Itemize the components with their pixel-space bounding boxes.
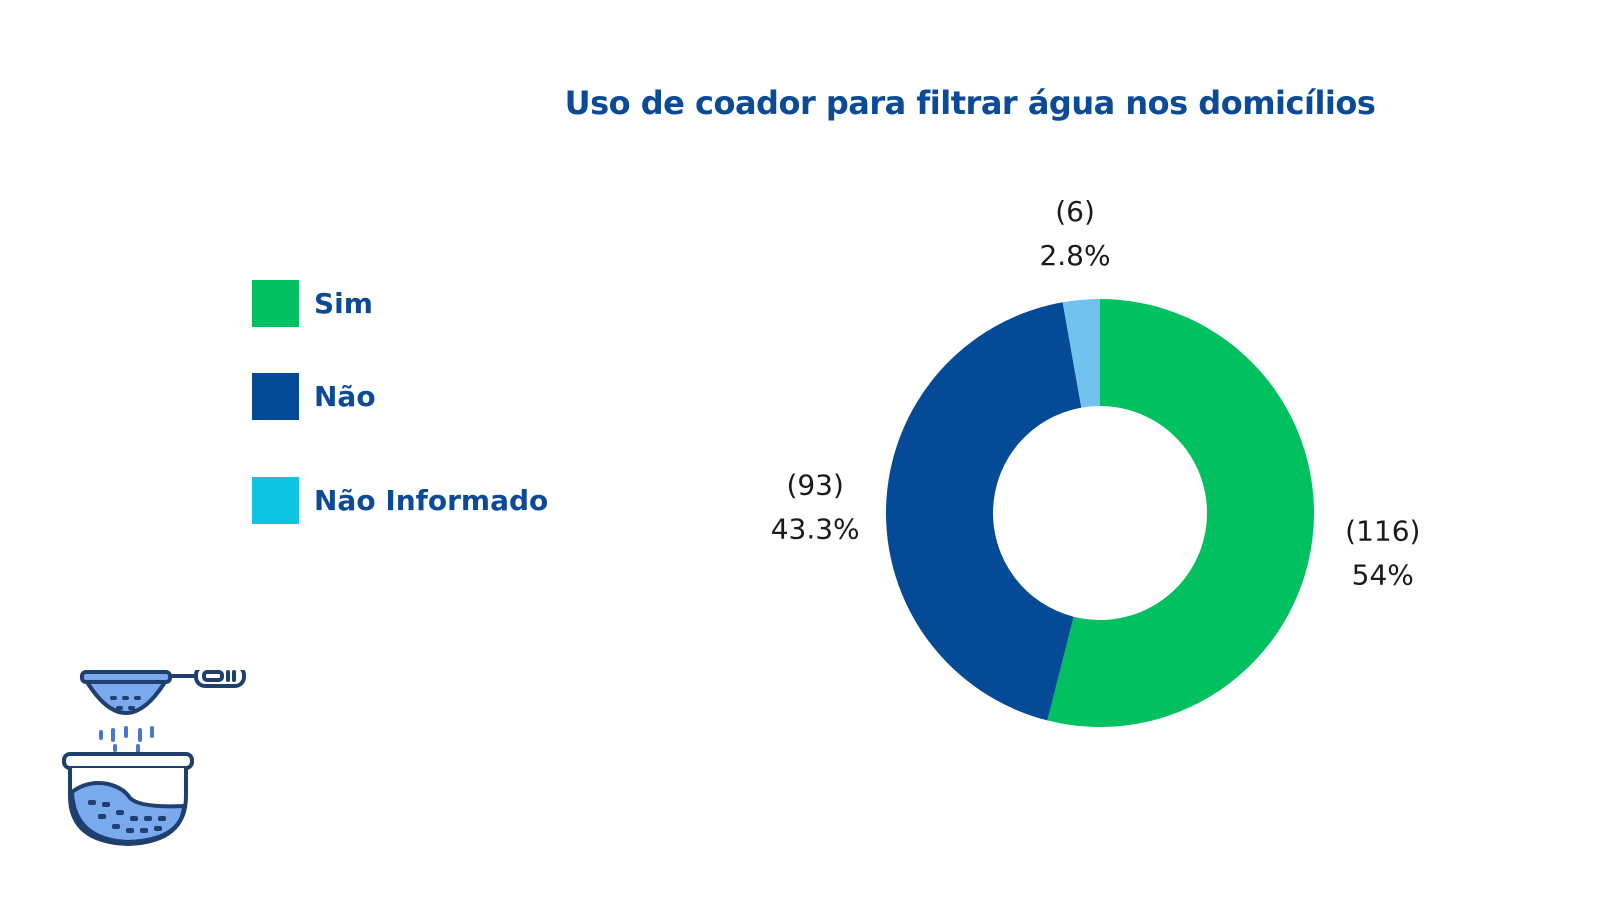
legend-label-sim: Sim (314, 287, 373, 320)
donut-slice-sim (1047, 299, 1314, 727)
slice-count-nao: (93) (786, 469, 843, 502)
slice-percent-nao: 43.3% (771, 513, 860, 546)
legend-item-nao: Não (252, 373, 376, 420)
slice-percent-sim: 54% (1352, 558, 1414, 591)
slice-label-sim: (116) 54% (1345, 514, 1420, 591)
legend-item-nao-informado: Não Informado (252, 477, 548, 524)
slice-count-sim: (116) (1345, 514, 1420, 547)
legend-swatch-nao (252, 373, 299, 420)
legend-item-sim: Sim (252, 280, 373, 327)
slice-count-nao-informado: (6) (1055, 195, 1095, 228)
legend-label-nao: Não (314, 380, 376, 413)
donut-slice-nao-informado (1062, 299, 1100, 408)
slice-label-nao-informado: (6) 2.8% (1039, 195, 1110, 272)
legend-label-nao-informado: Não Informado (314, 484, 549, 517)
slice-percent-nao-informado: 2.8% (1039, 239, 1110, 272)
donut-slice-nao (885, 302, 1082, 721)
slice-label-nao: (93) 43.3% (771, 469, 860, 546)
legend-swatch-sim (252, 280, 299, 327)
legend-swatch-nao-informado (252, 477, 299, 524)
strainer-and-bowl-icon (58, 664, 258, 865)
chart-title: Uso de coador para filtrar água nos domi… (564, 84, 1376, 122)
